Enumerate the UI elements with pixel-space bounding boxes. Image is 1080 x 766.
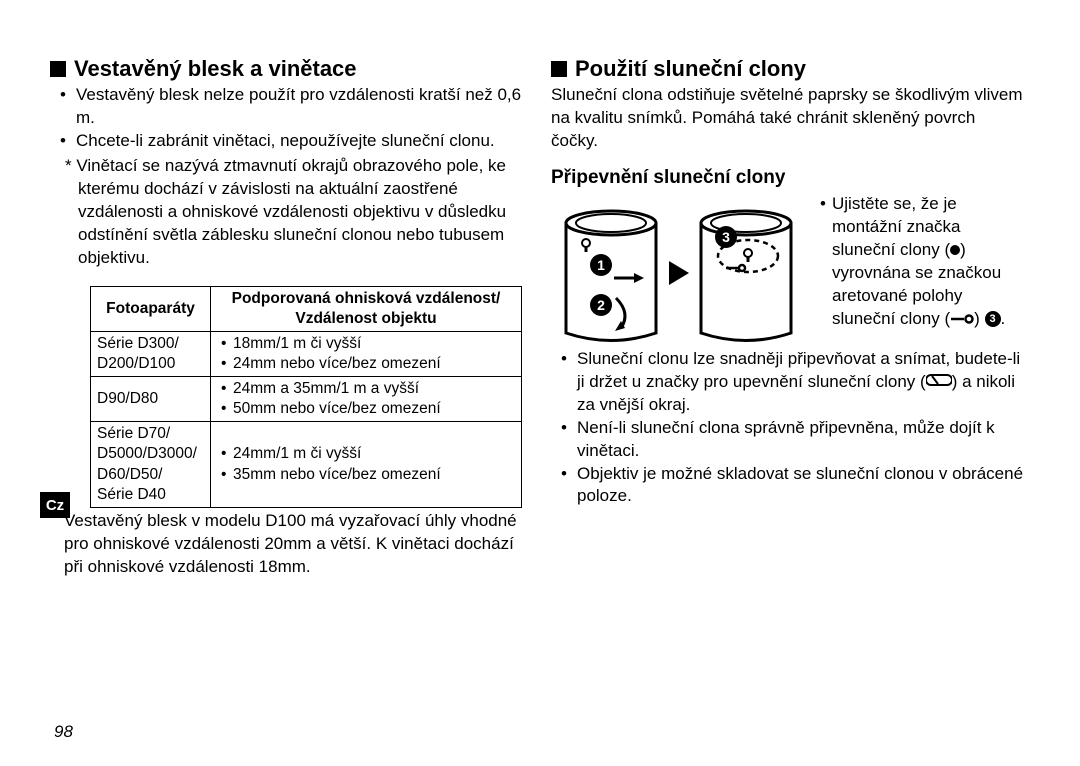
lens-hood-diagram: 1 2 — [551, 193, 806, 348]
vignetting-note: * Vinětací se nazývá ztmavnutí okrajů ob… — [50, 155, 525, 270]
line-dot-mark-icon — [950, 308, 974, 331]
diagram-bullet: Ujistěte se, že je montážní značka slune… — [820, 193, 1026, 331]
bullet-item: Chcete-li zabránit vinětaci, nepoužívejt… — [66, 130, 525, 153]
table-header-focal: Podporovaná ohnisková vzdálenost/ Vzdále… — [211, 286, 522, 331]
bullet-item: Sluneční clonu lze snadněji připevňovat … — [567, 348, 1026, 417]
bullet-item: Objektiv je možné skladovat se sluneční … — [567, 463, 1026, 509]
content-columns: Vestavěný blesk a vinětace Vestavěný ble… — [50, 56, 1030, 579]
slot-mark-icon — [926, 371, 952, 394]
table-row: Série D70/ D5000/D3000/ D60/D50/ Série D… — [91, 422, 522, 508]
focal-item: 24mm a 35mm/1 m a vyšší — [221, 379, 515, 399]
left-column: Vestavěný blesk a vinětace Vestavěný ble… — [50, 56, 525, 579]
focal-item: 24mm nebo více/bez omezení — [221, 354, 515, 374]
text-fragment: Ujistěte se, že je montážní značka slune… — [832, 194, 961, 259]
text-fragment: ) — [974, 309, 984, 328]
diagram-row: 1 2 — [551, 193, 1026, 348]
focal-item: 24mm/1 m či vyšší — [221, 444, 515, 464]
focal-item: 50mm nebo více/bez omezení — [221, 399, 515, 419]
diagram-text: Ujistěte se, že je montážní značka slune… — [816, 193, 1026, 348]
table-row: D90/D80 24mm a 35mm/1 m a vyšší 50mm neb… — [91, 377, 522, 422]
d100-note: Vestavěný blesk v modelu D100 má vyzařov… — [50, 510, 525, 579]
page-number: 98 — [54, 722, 73, 742]
table-header-cameras: Fotoaparáty — [91, 286, 211, 331]
circled-number-3-icon: 3 — [985, 311, 1001, 327]
square-bullet-icon — [50, 61, 66, 77]
left-body: Vestavěný blesk nelze použít pro vzdálen… — [50, 84, 525, 270]
svg-text:2: 2 — [597, 297, 605, 313]
bullet-item: Není-li sluneční clona správně připevněn… — [567, 417, 1026, 463]
cell-cameras: D90/D80 — [91, 377, 211, 422]
cell-focal: 24mm/1 m či vyšší 35mm nebo více/bez ome… — [211, 422, 522, 508]
right-intro: Sluneční clona odstiňuje světelné paprsk… — [551, 84, 1026, 153]
bullet-item: Vestavěný blesk nelze použít pro vzdálen… — [66, 84, 525, 130]
language-tab: Cz — [40, 492, 70, 518]
section-heading-left: Vestavěný blesk a vinětace — [50, 56, 525, 82]
table-row: Série D300/ D200/D100 18mm/1 m či vyšší … — [91, 331, 522, 376]
section-heading-right: Použití sluneční clony — [551, 56, 1026, 82]
square-bullet-icon — [551, 61, 567, 77]
focal-item: 18mm/1 m či vyšší — [221, 334, 515, 354]
right-bullets-2: Sluneční clonu lze snadněji připevňovat … — [551, 348, 1026, 509]
heading-text: Vestavěný blesk a vinětace — [74, 56, 357, 82]
heading-text: Použití sluneční clony — [575, 56, 806, 82]
cell-cameras: Série D300/ D200/D100 — [91, 331, 211, 376]
svg-text:3: 3 — [722, 229, 730, 245]
cell-focal: 24mm a 35mm/1 m a vyšší 50mm nebo více/b… — [211, 377, 522, 422]
right-column: Použití sluneční clony Sluneční clona od… — [551, 56, 1026, 579]
left-bullets: Vestavěný blesk nelze použít pro vzdálen… — [50, 84, 525, 153]
focal-length-table: Fotoaparáty Podporovaná ohnisková vzdále… — [90, 286, 522, 508]
cell-focal: 18mm/1 m či vyšší 24mm nebo více/bez ome… — [211, 331, 522, 376]
subheading-attach: Připevnění sluneční clony — [551, 167, 1026, 189]
cell-cameras: Série D70/ D5000/D3000/ D60/D50/ Série D… — [91, 422, 211, 508]
svg-text:1: 1 — [597, 257, 605, 273]
dot-mark-icon — [950, 245, 960, 255]
focal-item: 35mm nebo více/bez omezení — [221, 465, 515, 485]
